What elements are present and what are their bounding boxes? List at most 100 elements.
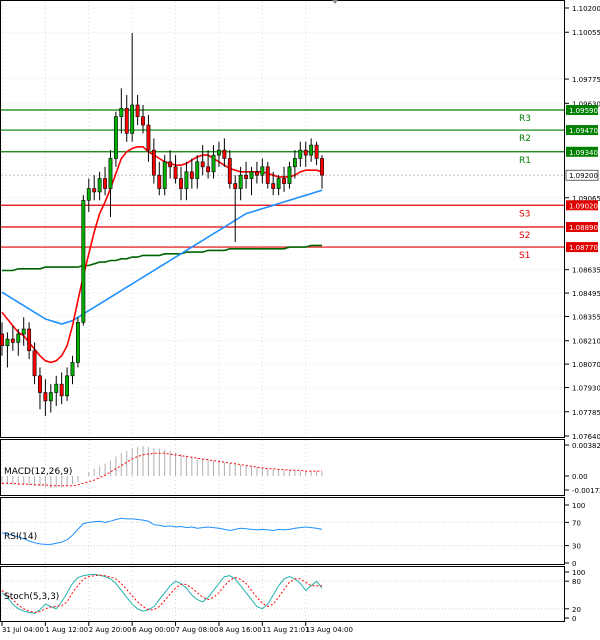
pivot-levels: R3 1.09590 R2 1.09470 R1 1.09340 S3 1.09020 S2 1.… [1, 104, 598, 261]
candle [135, 94, 140, 126]
candle-body [282, 178, 286, 184]
candle-body [135, 104, 140, 117]
price-tick-label: 1.07785 [572, 409, 600, 417]
candle [184, 161, 189, 201]
candle-body [179, 178, 183, 189]
candle-body [92, 188, 97, 193]
candle [48, 384, 53, 413]
candle-body [38, 375, 42, 393]
level-price-label: 1.08890 [569, 224, 598, 232]
candle [130, 33, 135, 142]
candle [162, 155, 167, 196]
candle [108, 150, 113, 217]
time-tick-label: 13 Aug 04:00 [306, 626, 353, 634]
candle-body [103, 178, 107, 189]
candle [292, 150, 297, 179]
rsi-axis: 100 70 30 0 [565, 502, 585, 568]
pane-border-main [0, 0, 565, 438]
level-name-r1: R1 [519, 156, 531, 166]
candle-body [265, 166, 270, 184]
candle-body [21, 328, 26, 335]
candle [0, 322, 4, 356]
candle [314, 141, 319, 166]
time-tick-label: 6 Aug 00:00 [132, 626, 175, 634]
candle [16, 329, 21, 356]
time-tick-label: 2 Aug 20:00 [89, 626, 132, 634]
pane-border-stoch [0, 566, 565, 622]
candle-body [86, 188, 91, 201]
rsi-label: RSI(14) [4, 532, 37, 542]
candle-body [81, 199, 86, 323]
candle [124, 94, 129, 142]
stoch-tick-label: 20 [572, 606, 581, 614]
candle-body [141, 116, 145, 126]
price-tick-label: 1.08210 [572, 338, 600, 346]
candle [189, 158, 194, 189]
candle [151, 138, 156, 184]
stoch-label: Stoch(5,3,3) [4, 592, 59, 602]
level-name-s1: S1 [519, 251, 530, 261]
candle [10, 325, 15, 351]
price-tick-label: 1.07930 [572, 385, 600, 393]
time-tick-label: 11 Aug 21:01 [262, 626, 309, 634]
stoch-tick-label: 0 [572, 615, 576, 623]
rsi-tick-label: 70 [572, 519, 581, 527]
current-price-label: 1.09200 [569, 172, 598, 180]
candle [38, 367, 42, 410]
candle-body [157, 174, 162, 189]
rsi-tick-label: 0 [572, 560, 576, 568]
chart-shift-marker [332, 0, 338, 4]
candle [141, 104, 145, 134]
candle-body [43, 392, 48, 402]
candle [119, 88, 124, 134]
candle [298, 141, 303, 167]
candle [81, 195, 86, 326]
candle-body [238, 174, 243, 189]
candle-body [303, 149, 308, 156]
candle-body [119, 108, 124, 117]
macd-tick-label: 0.00 [572, 473, 588, 481]
candle [168, 150, 173, 179]
candle-body [108, 158, 113, 189]
candle [233, 175, 238, 243]
candle-body [146, 124, 151, 151]
stoch-k-line [1, 573, 323, 614]
candle [195, 155, 200, 189]
candle [227, 150, 232, 189]
level-name-s3: S3 [519, 209, 530, 219]
current-price-box [565, 169, 599, 181]
rsi-tick-label: 30 [572, 543, 581, 551]
candle-body [162, 161, 167, 189]
candle-body [0, 333, 4, 347]
price-tick-label: 1.09775 [572, 76, 600, 84]
candle-body [151, 149, 156, 176]
candle-body [292, 158, 297, 168]
candle-body [222, 149, 227, 159]
candle-body [249, 171, 254, 179]
candle-body [254, 171, 259, 176]
candle [76, 317, 80, 368]
price-tick-label: 1.08495 [572, 290, 600, 298]
level-price-box [566, 125, 598, 136]
macd-axis: 0.003823 0.00 -0.001726 [565, 442, 600, 495]
candle [5, 332, 10, 368]
candle [260, 158, 265, 184]
candle [92, 175, 97, 201]
candle [157, 161, 162, 196]
candle [86, 178, 91, 212]
macd-tick-label: -0.001726 [572, 487, 600, 495]
candle [65, 367, 70, 401]
candle [287, 161, 292, 189]
level-price-box [566, 200, 598, 211]
candle-body [244, 174, 248, 179]
candle [173, 155, 178, 184]
level-price-box [566, 146, 598, 157]
candle-body [173, 166, 178, 179]
candle [43, 379, 48, 416]
candle [244, 161, 248, 189]
candle [265, 161, 270, 189]
price-tick-label: 1.09630 [572, 100, 600, 108]
candle [113, 111, 118, 167]
time-tick-label: 8 Aug 16:00 [219, 626, 262, 634]
